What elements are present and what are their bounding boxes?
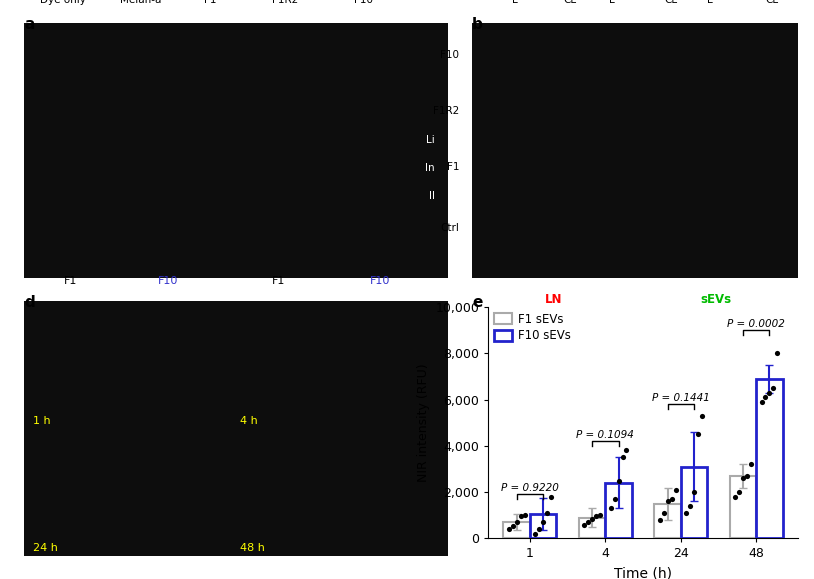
Text: F1R2: F1R2 [272,0,298,5]
Text: L: L [609,0,615,5]
Point [691,430,704,439]
Point [510,518,523,527]
Text: P = 0.1094: P = 0.1094 [576,430,634,440]
Point [695,411,708,420]
Text: Li: Li [427,135,435,145]
Point [536,518,549,527]
Point [578,520,591,529]
Point [755,397,768,406]
Point [771,349,784,358]
Text: F10: F10 [158,276,178,286]
Point [665,494,678,504]
Point [669,485,682,494]
Point [657,508,670,518]
Point [585,514,598,523]
Text: Ctrl: Ctrl [440,223,459,233]
Text: Il: Il [429,191,435,201]
Text: F1: F1 [204,0,217,5]
Point [540,508,554,518]
Text: L: L [511,0,518,5]
Text: CL: CL [664,0,677,5]
Bar [730,476,756,538]
Point [620,446,633,455]
Point [745,460,758,469]
Bar [654,504,681,538]
Point [741,471,754,481]
Bar [756,379,782,538]
Bar [681,467,707,538]
Text: F10: F10 [440,50,459,60]
Point [763,388,776,397]
Point [506,521,519,530]
Text: F10: F10 [370,276,390,286]
Text: 4 h: 4 h [240,416,258,426]
Text: 24 h: 24 h [33,543,58,554]
Text: d: d [24,295,35,310]
Point [608,494,621,504]
Text: F1: F1 [447,162,459,172]
Text: 1 h: 1 h [33,416,50,426]
Text: F1: F1 [64,276,77,286]
Point [661,497,674,506]
Text: F1R2: F1R2 [433,106,459,116]
Point [582,518,595,527]
Point [518,511,531,520]
Point [589,512,602,521]
Bar [530,514,556,538]
Text: P = 0.9220: P = 0.9220 [501,483,559,493]
Point [653,515,666,525]
Legend: F1 sEVs, F10 sEVs: F1 sEVs, F10 sEVs [494,313,571,342]
Text: b: b [472,17,483,32]
Text: P = 0.1441: P = 0.1441 [652,393,710,403]
Text: P = 0.0002: P = 0.0002 [727,318,786,329]
Point [616,453,629,462]
Text: CL: CL [765,0,778,5]
Text: F1: F1 [272,276,285,286]
Point [532,525,545,534]
Point [729,492,742,501]
X-axis label: Time (h): Time (h) [614,566,672,579]
Point [759,393,772,402]
Text: CL: CL [563,0,576,5]
Point [733,488,746,497]
Point [514,512,527,521]
Text: Dye only: Dye only [40,0,85,5]
Point [767,383,780,393]
Y-axis label: NIR intensity (RFU): NIR intensity (RFU) [417,364,430,482]
Text: e: e [472,295,483,310]
Point [502,525,515,534]
Text: L: L [707,0,713,5]
Point [612,476,625,485]
Point [604,504,617,513]
Point [684,501,697,511]
Bar [606,483,632,538]
Point [593,511,606,520]
Point [528,529,541,538]
Text: Melan-a: Melan-a [120,0,161,5]
Text: a: a [24,17,35,32]
Bar [504,522,530,538]
Text: LN: LN [545,293,562,306]
Text: sEVs: sEVs [701,293,732,306]
Point [680,508,693,518]
Text: In: In [426,163,435,173]
Bar [579,518,606,538]
Point [688,488,701,497]
Point [737,474,750,483]
Text: 48 h: 48 h [240,543,265,554]
Point [545,492,558,501]
Text: F10: F10 [353,0,373,5]
